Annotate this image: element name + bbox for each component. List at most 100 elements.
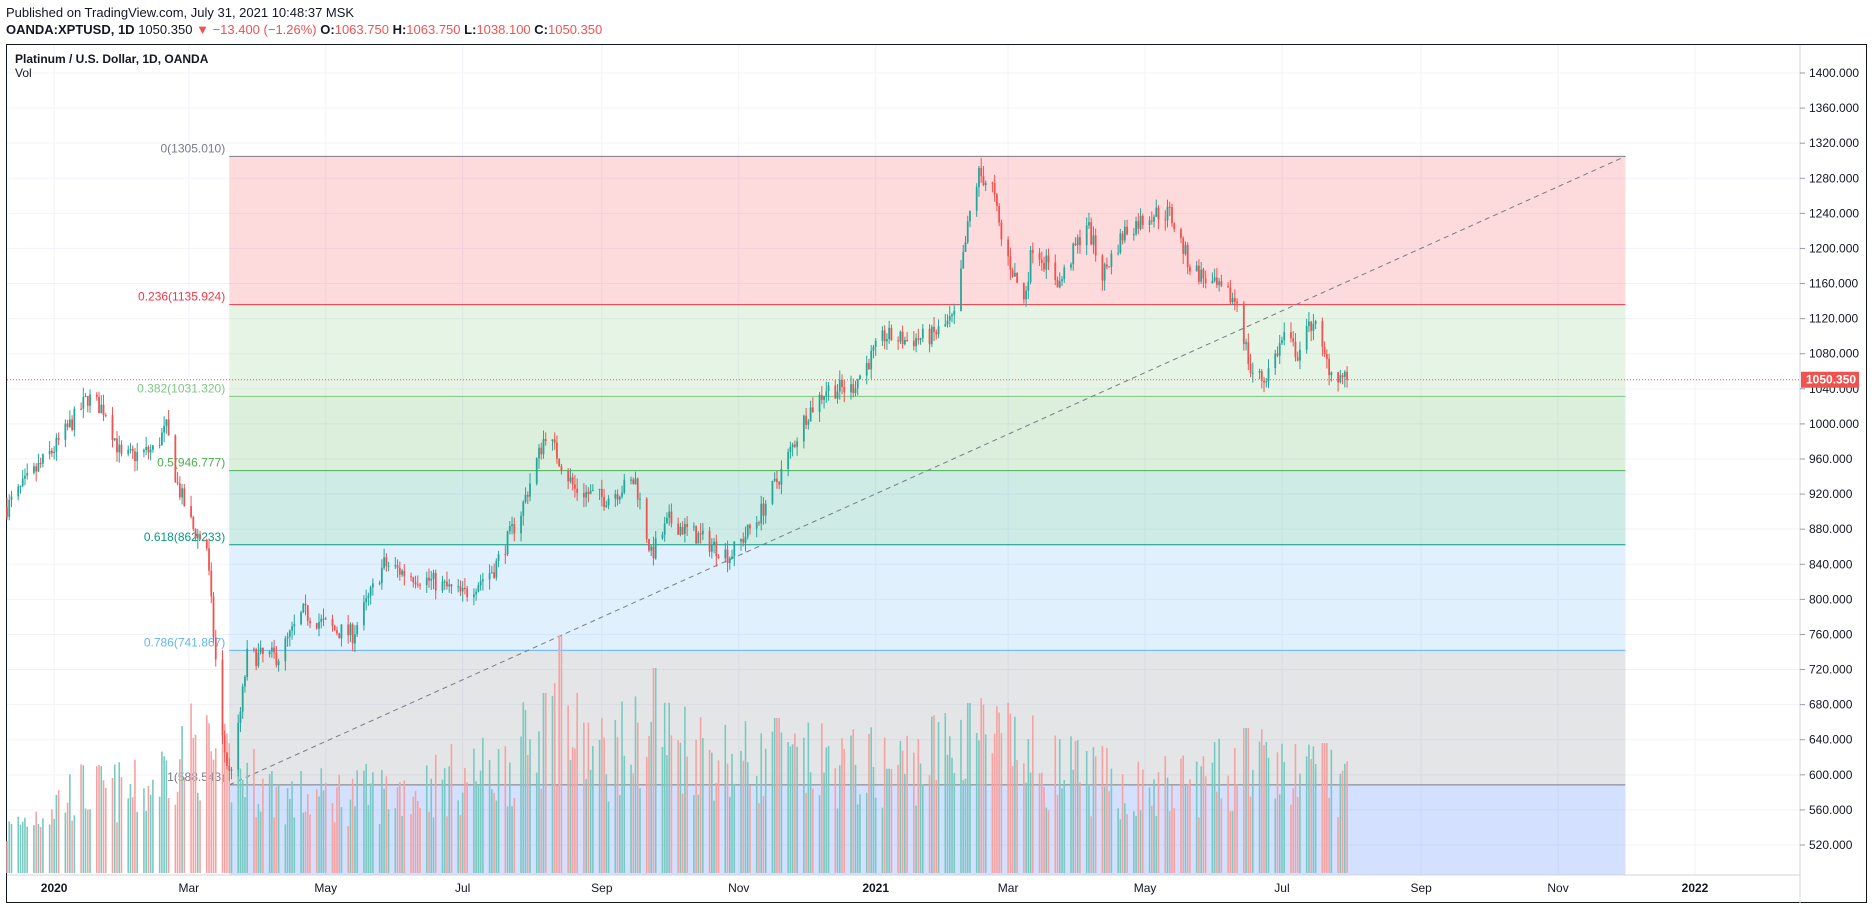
volume-bar [567, 705, 569, 873]
candle [621, 485, 623, 499]
candle-body [68, 419, 71, 427]
candle [149, 444, 152, 461]
fib-level-label: 0.236(1135.924) [138, 290, 225, 304]
volume-bar [414, 790, 417, 873]
candle [1173, 222, 1176, 233]
volume-bar [1106, 747, 1108, 873]
candle-body [461, 587, 464, 592]
candle [1153, 214, 1155, 228]
volume-bar [717, 760, 720, 873]
candle-body [697, 533, 700, 544]
volume-bar [176, 791, 179, 873]
candle-body [960, 268, 962, 311]
candle [322, 608, 325, 627]
candle [221, 650, 224, 745]
volume-bar [897, 764, 899, 873]
volume-bar [511, 806, 513, 873]
volume-bar [167, 798, 170, 873]
candle-body [1029, 250, 1032, 283]
candle-body [255, 649, 258, 667]
candle [261, 647, 264, 663]
volume-bar [807, 722, 810, 873]
volume-bar [931, 716, 933, 873]
candle [946, 314, 949, 328]
candle [742, 532, 745, 547]
candle [464, 578, 466, 595]
volume-bar [71, 820, 73, 873]
volume-bar [803, 737, 805, 873]
volume-bar [919, 763, 922, 873]
candle-body [268, 651, 271, 654]
volume-bar [755, 775, 758, 873]
fib-zone [229, 304, 1626, 397]
candle-body [322, 618, 325, 620]
candle [497, 550, 500, 568]
candle-body [868, 362, 870, 370]
volume-bar [915, 805, 917, 873]
candle-body [383, 557, 386, 568]
volume-bar [1213, 742, 1216, 873]
candle [425, 571, 428, 594]
candle [165, 419, 168, 434]
candle [356, 622, 359, 637]
candle [820, 386, 823, 405]
candle [1054, 254, 1057, 286]
volume-bar [320, 768, 323, 873]
candle [479, 574, 482, 591]
volume-bar [964, 778, 967, 873]
candle-body [111, 415, 114, 441]
candle-body [396, 565, 399, 568]
candle-body [1157, 207, 1160, 220]
candle-body [1137, 221, 1140, 229]
candle-body [1101, 255, 1104, 281]
candle-body [73, 408, 76, 430]
volume-bar [394, 808, 397, 873]
volume-bar [666, 755, 668, 873]
candle [969, 210, 971, 228]
candle [230, 766, 233, 780]
candle [349, 622, 352, 643]
candle-body [412, 577, 415, 583]
candle [865, 355, 868, 385]
candle [1135, 216, 1137, 237]
volume-bar [668, 702, 670, 873]
volume-bar [430, 778, 433, 873]
candle-body [978, 167, 980, 188]
candle-body [365, 598, 368, 603]
fib-level-label: 0(1305.010) [161, 141, 226, 155]
candle-body [636, 478, 639, 500]
candle-body [1025, 290, 1027, 300]
candle [506, 530, 509, 557]
volume-bar [1229, 810, 1232, 873]
candle [648, 538, 650, 553]
volume-bar [1038, 773, 1041, 873]
volume-bar [535, 772, 538, 873]
candle-body [890, 327, 893, 341]
candle [212, 592, 215, 643]
candle [670, 503, 673, 528]
candle-body [1274, 353, 1277, 369]
candle [1231, 292, 1234, 306]
candle [872, 344, 875, 359]
volume-bar [794, 733, 796, 873]
chart-frame[interactable] [6, 44, 1867, 903]
candle [17, 483, 20, 501]
candle [574, 475, 576, 498]
volume-bar [726, 763, 729, 873]
time-axis: 2020 Mar May Jul Sep Nov 2021 Mar May Jul Sep Nov 20… [7, 874, 1800, 895]
candle-body [591, 490, 594, 492]
volume-bar [634, 696, 637, 873]
candle-body [84, 395, 87, 398]
candle [1233, 289, 1236, 311]
candle-body [874, 340, 877, 347]
candle [776, 470, 778, 489]
candle [401, 568, 403, 577]
candle [630, 476, 632, 485]
candle [336, 626, 338, 636]
candle-body [809, 407, 812, 422]
candle-body [980, 167, 983, 177]
candle-body [1171, 207, 1173, 224]
candle-body [19, 485, 22, 487]
candle-body [26, 472, 29, 476]
